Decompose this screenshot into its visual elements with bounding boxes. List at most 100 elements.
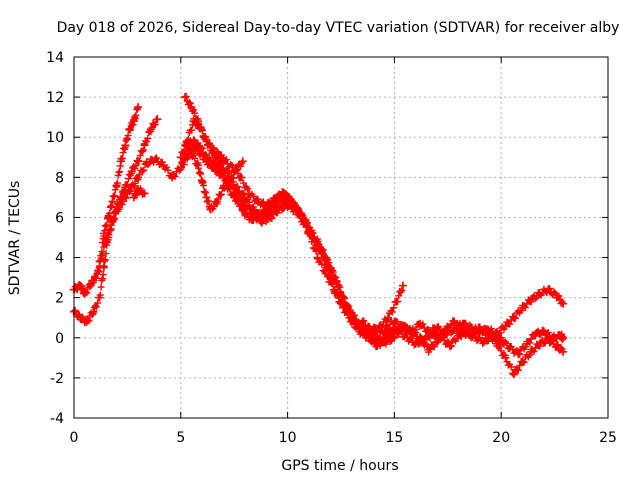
data-point bbox=[76, 313, 85, 322]
data-point bbox=[80, 289, 89, 298]
data-point bbox=[108, 197, 117, 206]
data-point bbox=[416, 333, 425, 342]
data-point bbox=[129, 117, 138, 126]
data-point bbox=[181, 141, 190, 150]
x-tick-label: 0 bbox=[70, 430, 79, 446]
data-point bbox=[114, 203, 123, 212]
data-point bbox=[339, 303, 348, 312]
data-point bbox=[458, 327, 467, 336]
data-point bbox=[89, 307, 98, 316]
data-point bbox=[125, 125, 134, 134]
data-point bbox=[240, 209, 249, 218]
data-point bbox=[381, 329, 390, 338]
data-point bbox=[121, 193, 130, 202]
data-point bbox=[245, 189, 254, 198]
data-point bbox=[121, 141, 130, 150]
series-trace-9 bbox=[129, 185, 149, 202]
data-point bbox=[99, 263, 108, 272]
data-point bbox=[373, 341, 382, 350]
data-point bbox=[181, 93, 190, 102]
data-point bbox=[200, 133, 209, 142]
data-point bbox=[187, 103, 196, 112]
data-point bbox=[202, 193, 211, 202]
y-tick-label: -2 bbox=[50, 371, 64, 387]
data-point bbox=[116, 157, 125, 166]
x-tick-label: 20 bbox=[492, 430, 510, 446]
data-point bbox=[531, 329, 540, 338]
data-point bbox=[187, 149, 196, 158]
data-point bbox=[262, 201, 271, 210]
y-tick-label: -4 bbox=[50, 411, 64, 427]
data-point bbox=[552, 341, 561, 350]
data-point bbox=[153, 115, 162, 124]
data-point bbox=[467, 331, 476, 340]
data-point bbox=[411, 339, 420, 348]
data-point bbox=[501, 353, 510, 362]
data-point bbox=[364, 333, 373, 342]
data-point bbox=[266, 213, 275, 222]
data-point bbox=[168, 173, 177, 182]
data-point bbox=[375, 323, 384, 332]
data-point bbox=[398, 321, 407, 330]
data-point bbox=[518, 303, 527, 312]
data-point bbox=[296, 213, 305, 222]
data-point bbox=[510, 313, 519, 322]
data-point bbox=[193, 117, 202, 126]
data-point bbox=[151, 155, 160, 164]
data-point bbox=[497, 335, 506, 344]
data-point bbox=[189, 141, 198, 150]
data-point bbox=[196, 149, 205, 158]
y-tick-label: 2 bbox=[55, 291, 64, 307]
data-point bbox=[317, 249, 326, 258]
y-tick-label: 14 bbox=[46, 50, 64, 66]
data-point bbox=[433, 323, 442, 332]
data-point bbox=[544, 335, 553, 344]
data-point bbox=[454, 331, 463, 340]
data-point bbox=[313, 253, 322, 262]
data-point bbox=[232, 165, 241, 174]
data-point bbox=[424, 345, 433, 354]
data-point bbox=[441, 325, 450, 334]
x-tick-label: 10 bbox=[279, 430, 297, 446]
data-point bbox=[433, 337, 442, 346]
data-point bbox=[287, 197, 296, 206]
y-tick-label: 12 bbox=[46, 90, 64, 106]
data-point bbox=[407, 327, 416, 336]
x-tick-label: 15 bbox=[385, 430, 403, 446]
y-tick-label: 6 bbox=[55, 210, 64, 226]
data-point bbox=[403, 333, 412, 342]
data-point bbox=[236, 173, 245, 182]
data-point bbox=[225, 177, 234, 186]
data-point bbox=[275, 205, 284, 214]
y-tick-label: 8 bbox=[55, 170, 64, 186]
data-point bbox=[505, 343, 514, 352]
data-point bbox=[142, 159, 151, 168]
series-trace-8 bbox=[358, 281, 407, 335]
data-point bbox=[535, 339, 544, 348]
data-point bbox=[249, 211, 258, 220]
data-point bbox=[215, 169, 224, 178]
axis-ticks: 0 5 10 15 20 25 -4 -2 0 2 4 6 8 10 12 14 bbox=[46, 50, 617, 446]
data-point bbox=[330, 287, 339, 296]
data-point bbox=[559, 299, 568, 308]
data-point bbox=[198, 177, 207, 186]
data-point bbox=[232, 189, 241, 198]
data-point bbox=[416, 319, 425, 328]
data-point bbox=[112, 181, 121, 190]
data-point bbox=[219, 155, 228, 164]
data-point bbox=[501, 321, 510, 330]
data-point bbox=[366, 325, 375, 334]
data-point bbox=[206, 143, 215, 152]
data-point bbox=[193, 161, 202, 170]
data-point bbox=[238, 157, 247, 166]
y-axis-label: SDTVAR / TECUs bbox=[7, 181, 23, 296]
data-point bbox=[159, 161, 168, 170]
series-trace-6 bbox=[181, 92, 568, 379]
data-point bbox=[95, 293, 104, 302]
data-point bbox=[140, 189, 149, 198]
data-point bbox=[206, 205, 215, 214]
data-point bbox=[383, 313, 392, 322]
data-point bbox=[544, 285, 553, 294]
data-point bbox=[134, 185, 143, 194]
